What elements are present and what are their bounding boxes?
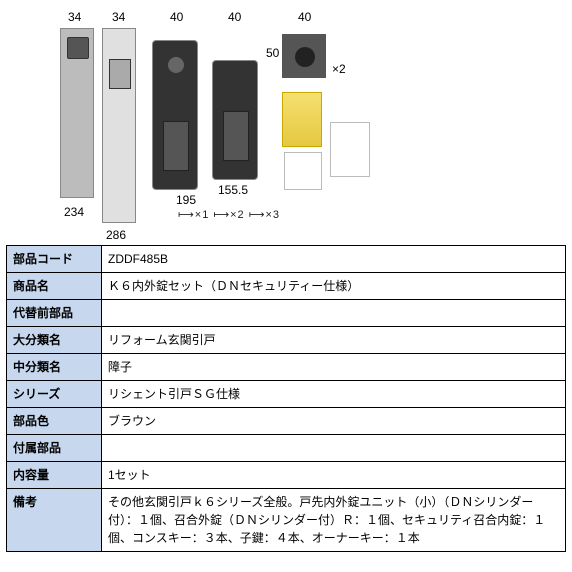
part-strip-2 [102, 28, 136, 223]
row-value: リフォーム玄関引戸 [102, 327, 566, 354]
dim-right-50: 50 [266, 46, 279, 60]
row-value: 1セット [102, 462, 566, 489]
row-label: 備考 [7, 489, 102, 552]
spec-table: 部品コードZDDF485B 商品名Ｋ６内外錠セット（ＤＮセキュリティー仕様） 代… [6, 245, 566, 552]
row-value: Ｋ６内外錠セット（ＤＮセキュリティー仕様） [102, 273, 566, 300]
row-label: 大分類名 [7, 327, 102, 354]
table-row: 商品名Ｋ６内外錠セット（ＤＮセキュリティー仕様） [7, 273, 566, 300]
dim-top-4: 40 [228, 10, 241, 24]
row-value: ZDDF485B [102, 246, 566, 273]
mult-x2: ×2 [332, 62, 346, 76]
row-label: 部品コード [7, 246, 102, 273]
table-row: 備考その他玄関引戸ｋ６シリーズ全般。戸先内外錠ユニット（小）（ＤＮシリンダー付）… [7, 489, 566, 552]
part-plate-3 [152, 40, 198, 190]
table-row: 付属部品 [7, 435, 566, 462]
part-square-plate [282, 34, 326, 78]
dim-top-2: 34 [112, 10, 125, 24]
dim-bot-1555: 155.5 [218, 183, 248, 197]
row-label: 代替前部品 [7, 300, 102, 327]
table-row: 大分類名リフォーム玄関引戸 [7, 327, 566, 354]
table-row: 部品コードZDDF485B [7, 246, 566, 273]
table-row: 代替前部品 [7, 300, 566, 327]
row-value: ブラウン [102, 408, 566, 435]
dim-top-1: 34 [68, 10, 81, 24]
table-row: 中分類名障子 [7, 354, 566, 381]
dim-top-5: 40 [298, 10, 311, 24]
table-row: 内容量1セット [7, 462, 566, 489]
row-value: 障子 [102, 354, 566, 381]
row-label: 商品名 [7, 273, 102, 300]
diagram-inner: 34 34 40 40 40 50 ×2 234 2 [60, 10, 480, 245]
row-label: 付属部品 [7, 435, 102, 462]
row-value: リシェント引戸ＳＧ仕様 [102, 381, 566, 408]
row-label: 部品色 [7, 408, 102, 435]
part-plate-4 [212, 60, 258, 180]
dim-top-3: 40 [170, 10, 183, 24]
part-screw-bag [282, 92, 322, 147]
part-small-bag [284, 152, 322, 190]
row-label: 中分類名 [7, 354, 102, 381]
part-strip-1 [60, 28, 94, 198]
row-value [102, 300, 566, 327]
row-label: シリーズ [7, 381, 102, 408]
arrow-counts: ⟼×1 ⟼×2 ⟼×3 [178, 208, 280, 221]
row-value: その他玄関引戸ｋ６シリーズ全般。戸先内外錠ユニット（小）（ＤＮシリンダー付）：１… [102, 489, 566, 552]
row-value [102, 435, 566, 462]
dim-bot-286: 286 [106, 228, 126, 242]
table-row: シリーズリシェント引戸ＳＧ仕様 [7, 381, 566, 408]
row-label: 内容量 [7, 462, 102, 489]
dim-bot-234: 234 [64, 205, 84, 219]
part-manual-sheet [330, 122, 370, 177]
product-diagram: 34 34 40 40 40 50 ×2 234 2 [0, 0, 572, 245]
dim-bot-195: 195 [176, 193, 196, 207]
table-row: 部品色ブラウン [7, 408, 566, 435]
